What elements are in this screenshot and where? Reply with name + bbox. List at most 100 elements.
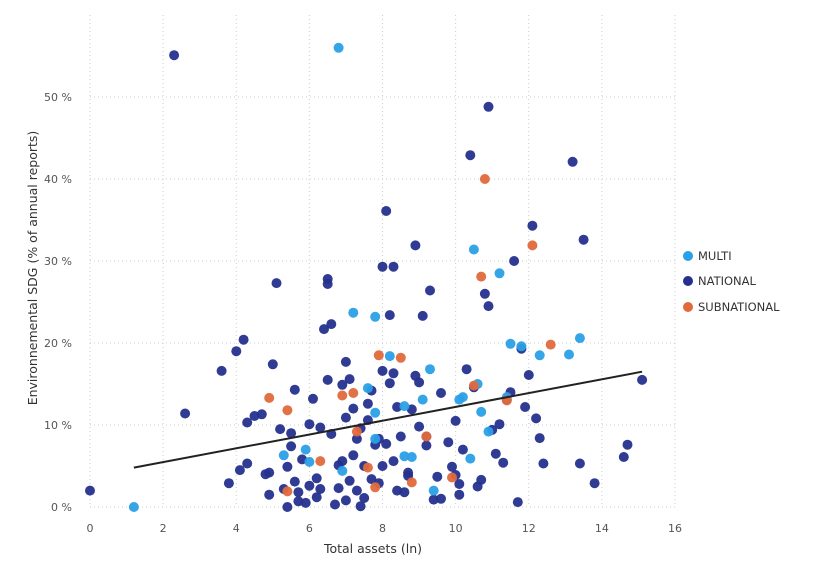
data-point-multi: [465, 453, 476, 464]
data-point-national: [355, 501, 366, 512]
data-point-national: [450, 415, 461, 426]
data-point-national: [531, 413, 542, 424]
data-point-national: [381, 438, 392, 449]
data-point-subnational: [282, 486, 293, 497]
data-point-national: [319, 324, 329, 335]
data-point-multi: [483, 426, 494, 437]
data-point-subnational: [264, 392, 275, 403]
data-point-multi: [304, 456, 315, 467]
data-point-national: [461, 364, 472, 375]
data-point-national: [512, 497, 523, 508]
data-point-national: [483, 101, 494, 112]
x-tick-label: 12: [522, 522, 536, 535]
data-point-national: [498, 457, 509, 468]
data-point-national: [436, 388, 446, 398]
data-point-subnational: [282, 405, 293, 416]
data-point-national: [264, 489, 275, 500]
data-point-subnational: [370, 482, 381, 493]
data-point-national: [443, 437, 454, 448]
y-tick-label: 10 %: [44, 419, 72, 432]
data-point-national: [377, 261, 388, 272]
data-point-national: [414, 421, 425, 432]
data-point-national: [534, 433, 545, 444]
data-point-national: [578, 234, 589, 245]
legend: MULTI NATIONAL SUBNATIONAL: [683, 249, 780, 314]
data-point-multi: [370, 407, 381, 418]
data-point-multi: [505, 338, 516, 349]
data-point-subnational: [406, 477, 417, 488]
legend-marker-multi: [683, 251, 693, 261]
data-point-national: [436, 493, 446, 504]
trendline: [133, 370, 643, 469]
data-point-national: [304, 419, 315, 430]
data-point-national: [483, 301, 494, 312]
data-point-national: [538, 458, 549, 469]
data-point-national: [311, 473, 322, 484]
data-point-multi: [428, 485, 439, 496]
legend-label-multi: MULTI: [698, 249, 732, 263]
data-point-multi: [399, 401, 410, 412]
data-point-national: [388, 368, 399, 379]
data-point-national: [384, 310, 395, 321]
data-point-subnational: [545, 339, 556, 350]
data-point-multi: [534, 350, 545, 361]
data-point-subnational: [468, 380, 479, 391]
data-point-national: [264, 467, 275, 478]
data-point-multi: [494, 268, 505, 279]
data-point-national: [359, 493, 370, 503]
gridlines: [89, 15, 676, 508]
y-tick-label: 50 %: [44, 91, 72, 104]
data-point-national: [282, 461, 293, 472]
data-point-subnational: [395, 352, 406, 363]
data-point-national: [494, 419, 505, 430]
y-tick-label: 30 %: [44, 255, 72, 268]
data-point-national: [476, 474, 487, 485]
y-axis-label: Environnemental SDG (% of annual reports…: [25, 131, 40, 406]
data-point-multi: [337, 465, 348, 476]
data-point-national: [231, 346, 242, 357]
data-point-national: [377, 461, 388, 471]
data-point-national: [523, 370, 534, 380]
data-point-national: [289, 384, 300, 395]
data-point-national: [399, 487, 410, 498]
legend-marker-national: [683, 276, 693, 286]
data-point-national: [465, 150, 476, 161]
y-tick-label: 40 %: [44, 173, 72, 186]
data-point-national: [308, 393, 318, 404]
data-point-multi: [417, 394, 428, 405]
data-point-national: [622, 439, 633, 450]
data-point-national: [330, 499, 340, 510]
data-point-subnational: [421, 431, 432, 442]
data-point-national: [417, 310, 428, 321]
trendline-layer: [133, 370, 643, 469]
data-point-multi: [457, 392, 468, 403]
data-point-national: [180, 408, 191, 419]
data-point-national: [520, 402, 531, 412]
legend-marker-subnational: [683, 302, 693, 312]
data-point-national: [337, 456, 348, 467]
data-point-national: [527, 220, 538, 231]
data-point-national: [618, 452, 629, 462]
data-point-national: [384, 378, 395, 389]
data-point-multi: [468, 244, 479, 255]
data-point-national: [326, 319, 337, 330]
data-point-multi: [516, 341, 527, 352]
data-point-multi: [370, 311, 381, 322]
data-point-multi: [128, 502, 139, 512]
data-point-subnational: [479, 174, 490, 184]
data-point-national: [348, 403, 359, 414]
data-point-national: [428, 494, 439, 505]
data-point-national: [85, 485, 95, 496]
data-point-national: [351, 433, 362, 444]
data-points: [85, 42, 648, 512]
data-point-subnational: [527, 240, 538, 251]
data-point-national: [344, 475, 355, 486]
data-point-national: [574, 458, 585, 469]
data-point-national: [395, 431, 406, 442]
data-point-national: [377, 365, 388, 376]
data-point-national: [509, 256, 520, 266]
data-point-multi: [406, 452, 417, 462]
data-point-multi: [399, 451, 410, 462]
data-point-national: [388, 261, 399, 272]
data-point-national: [293, 487, 304, 498]
